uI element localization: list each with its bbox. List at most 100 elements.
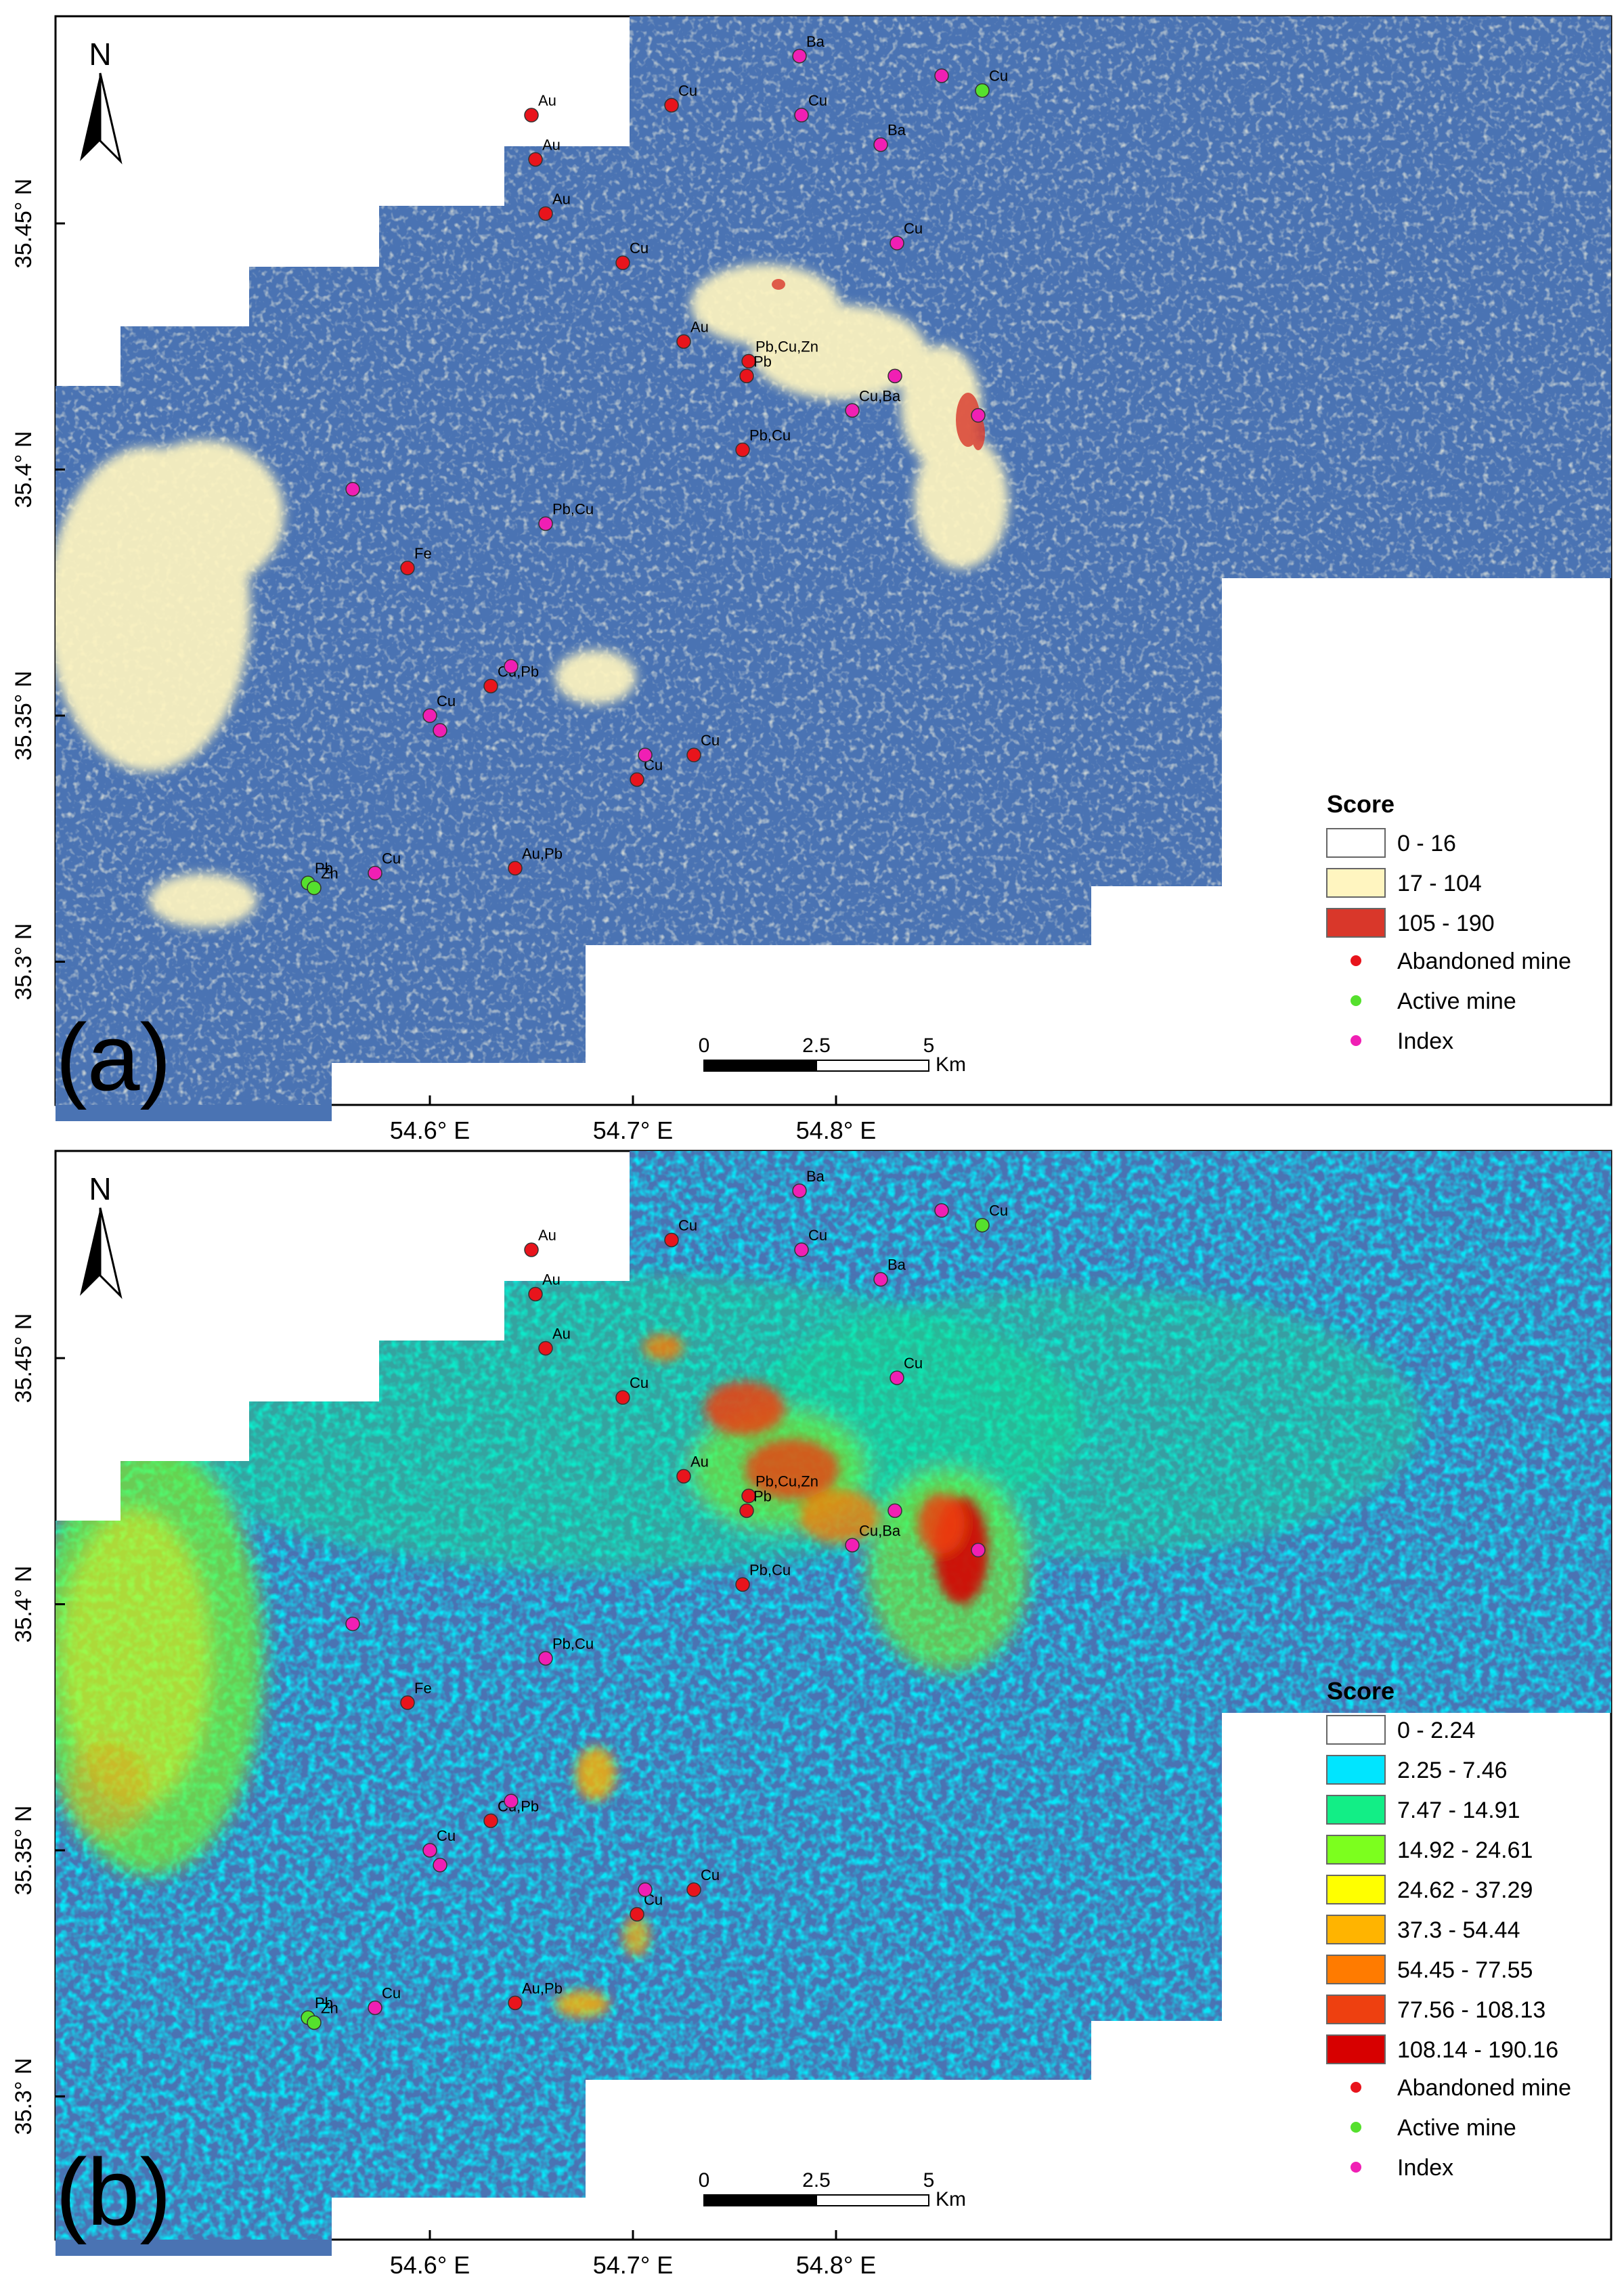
site-marker-index	[792, 1183, 807, 1198]
site-label: Pb,Cu	[749, 427, 791, 443]
site-marker-active	[307, 880, 322, 896]
site-marker-active	[307, 2015, 322, 2030]
site-label: Cu	[989, 68, 1008, 85]
site-label: Pb,Cu,Zn	[755, 339, 818, 355]
site-label: Pb,Cu,Zn	[755, 1473, 818, 1490]
site-marker-index	[873, 1271, 888, 1287]
site-label: Cu,Ba	[859, 1522, 901, 1539]
site-markers: BaCuAuAuAuCuBaCuCuCuAuPb,Cu,ZnPbCu,BaPb,…	[301, 33, 1008, 2030]
site-marker-abandoned	[528, 152, 543, 167]
site-marker-index	[433, 1858, 447, 1873]
panel-b-north-label: N	[89, 1171, 111, 1206]
site-label: Cu	[678, 83, 697, 100]
site-label: Cu	[437, 693, 456, 710]
site-marker-index	[971, 408, 986, 423]
site-label: Pb	[315, 1995, 333, 2011]
site-marker-index	[504, 659, 519, 674]
site-label: Ba	[806, 33, 825, 50]
site-marker-abandoned	[735, 442, 750, 458]
lat-tick-label: 35.45° N	[11, 179, 37, 269]
site-label: Cu	[808, 1227, 827, 1244]
site-marker-index	[345, 481, 360, 497]
site-marker-index	[887, 368, 902, 384]
legend-class-label: 2.25 - 7.46	[1397, 1758, 1508, 1783]
site-label: Cu	[678, 1217, 697, 1234]
site-marker-abandoned	[739, 368, 754, 384]
site-marker-index	[845, 403, 860, 418]
site-marker-abandoned	[524, 108, 539, 123]
site-label: Cu	[904, 1355, 923, 1372]
panel-b: N 35.45° N 35.4° N 35.35° N 35.3° N (b) 0 2…	[11, 1150, 1612, 2256]
legend-point-label: Index	[1397, 1028, 1453, 1054]
site-label: Cu	[437, 1827, 456, 1844]
legend-point-symbol	[1351, 955, 1361, 966]
legend-class-label: 17 - 104	[1397, 871, 1482, 896]
site-label: Cu,Ba	[859, 387, 901, 404]
site-label: Cu	[630, 240, 649, 257]
site-label: Fe	[414, 1680, 432, 1697]
site-label: Pb,Cu	[749, 1561, 791, 1578]
site-label: Ba	[887, 122, 906, 139]
lat-tick-label: 35.4° N	[11, 431, 37, 508]
lon-tick-label: 54.7° E	[593, 2251, 673, 2279]
site-marker-index	[890, 236, 904, 251]
site-marker-abandoned	[686, 1882, 701, 1897]
legend-swatch	[1326, 908, 1386, 938]
site-marker-index	[873, 137, 888, 152]
panel-a-scale-tick-0: 0	[699, 1034, 710, 1057]
lon-tick-label: 54.6° E	[390, 1116, 470, 1144]
site-label: Pb,Cu	[552, 500, 594, 517]
panel-b-score-layer	[56, 1151, 1611, 2240]
legend-swatch	[1326, 1955, 1386, 1984]
panel-a-north-arrow: N	[80, 37, 123, 165]
legend-point-label: Index	[1397, 2155, 1453, 2181]
site-label: Au	[552, 190, 571, 207]
site-marker-index	[845, 1538, 860, 1553]
legend-point-label: Active mine	[1397, 988, 1516, 1014]
site-label: Au	[690, 1453, 709, 1470]
site-label: Pb	[753, 1487, 772, 1504]
site-marker-abandoned	[676, 334, 691, 349]
panel-a: N 35.45° N 35.4° N 35.35° N 35.3° N (a) 0 2…	[11, 15, 1612, 1121]
site-marker-index	[422, 708, 437, 723]
legend-class-label: 108.14 - 190.16	[1397, 2037, 1558, 2063]
site-marker-index	[433, 723, 447, 738]
site-marker-index	[792, 49, 807, 64]
panel-a-scale-tick-1: 2.5	[802, 1034, 831, 1057]
site-marker-abandoned	[615, 255, 630, 270]
panel-b-scale-tick-2: 5	[923, 2169, 935, 2192]
site-label: Au	[542, 1271, 561, 1288]
site-marker-index	[971, 1542, 986, 1558]
site-marker-index	[794, 108, 809, 123]
site-label: Au,Pb	[522, 845, 563, 862]
panel-b-green-zones	[56, 1273, 1422, 1875]
site-marker-index	[422, 1843, 437, 1858]
site-label: Au	[538, 92, 556, 109]
panel-a-lat-ticks: 35.45° N 35.4° N 35.35° N 35.3° N	[11, 179, 65, 1000]
site-label: Cu	[904, 220, 923, 237]
panel-a-scale-unit: Km	[936, 1053, 966, 1076]
panel-b-hot-zones	[555, 1334, 988, 2018]
site-label: Au,Pb	[522, 1980, 563, 1997]
panel-b-north-arrow: N	[80, 1171, 123, 1299]
panel-b-scale-unit: Km	[936, 2188, 966, 2210]
site-marker-index	[538, 1651, 553, 1666]
site-label: Ba	[806, 1168, 825, 1185]
site-label: Au	[538, 1227, 556, 1244]
site-marker-index	[934, 68, 949, 83]
site-label: Cu	[701, 1867, 720, 1883]
legend-title: Score	[1327, 790, 1395, 818]
lat-tick-label: 35.35° N	[11, 671, 37, 761]
panel-b-label: (b)	[56, 2139, 171, 2245]
site-marker-abandoned	[630, 1907, 644, 1922]
site-label: Zn	[321, 865, 338, 881]
site-marker-abandoned	[400, 561, 415, 575]
site-marker-active	[975, 83, 990, 98]
site-marker-abandoned	[664, 97, 679, 113]
site-marker-index	[887, 1503, 902, 1519]
lon-tick-label: 54.7° E	[593, 1116, 673, 1144]
site-label: Au	[542, 136, 561, 153]
legend-swatch	[1326, 2034, 1386, 2064]
